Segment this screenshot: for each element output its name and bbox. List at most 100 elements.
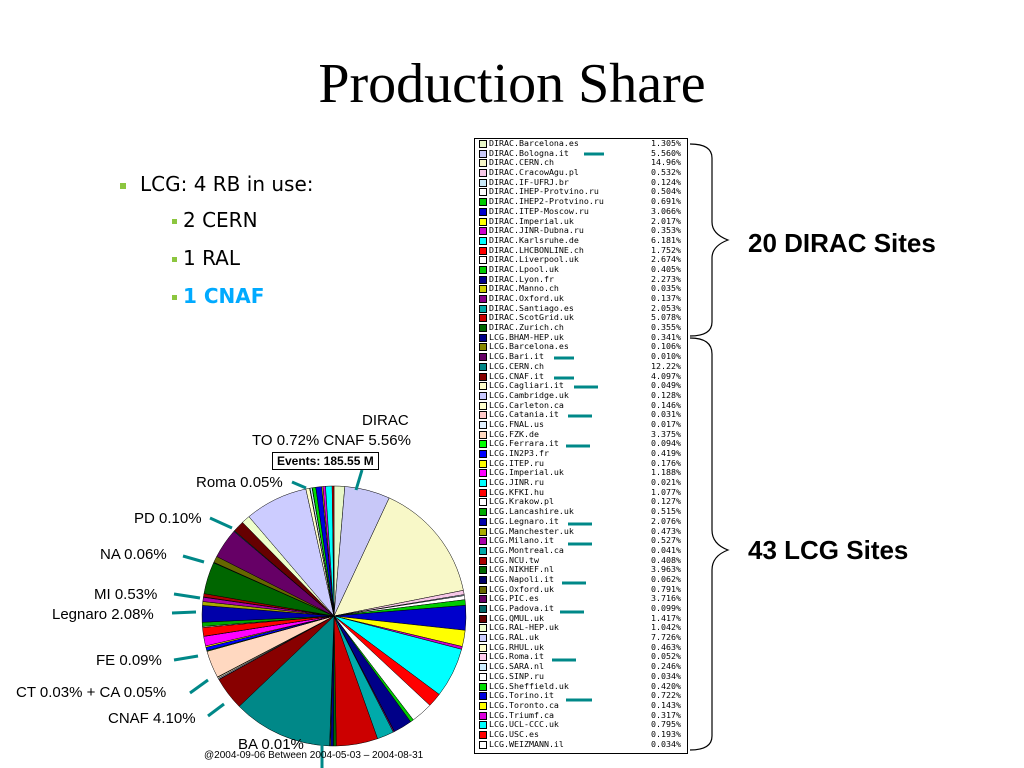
- legend-percent: 0.124%: [651, 176, 681, 187]
- legend-row: LCG.Krakow.pl 0.127%: [475, 497, 687, 507]
- legend-row: DIRAC.Zurich.ch 0.355%: [475, 322, 687, 333]
- legend-percent: 0.355%: [651, 322, 681, 333]
- legend-swatch: [479, 605, 487, 613]
- legend-row: DIRAC.Manno.ch 0.035%: [475, 284, 687, 294]
- legend-swatch: [479, 256, 487, 265]
- legend-swatch: [479, 546, 487, 555]
- legend-row: LCG.QMUL.uk 1.417%: [475, 612, 687, 624]
- legend-row: LCG.RHUL.uk 0.463%: [475, 642, 687, 653]
- legend-swatch: [479, 653, 487, 662]
- legend-site-name: DIRAC.Santiago.es: [489, 302, 574, 313]
- legend-swatch: [479, 207, 487, 216]
- legend-percent: 1.305%: [651, 138, 681, 148]
- legend-swatch: [479, 672, 487, 681]
- legend-site-name: DIRAC.ITEP-Moscow.ru: [489, 205, 589, 216]
- legend-site-name: LCG.Cambridge.uk: [489, 389, 569, 400]
- legend-row: DIRAC.Imperial.uk 2.017%: [475, 216, 687, 227]
- legend-row: LCG.Toronto.ca 0.143%: [475, 700, 687, 711]
- pie-arrow: [189, 678, 209, 695]
- page-title: Production Share: [318, 53, 706, 115]
- bullet-item-text: 1 CNAF: [183, 284, 265, 308]
- legend-site-name: LCG.FZK.de: [489, 428, 539, 439]
- legend-site-name: DIRAC.Lyon.fr: [489, 273, 554, 284]
- legend-swatch: [479, 469, 487, 478]
- dirac-brace: [689, 143, 730, 337]
- legend-row: LCG.RAL-HEP.uk 1.042%: [475, 623, 687, 633]
- legend-swatch: [479, 198, 487, 207]
- legend-swatch: [479, 430, 487, 439]
- legend-row: LCG.FZK.de 3.375%: [475, 428, 687, 440]
- pie-arrow: [182, 554, 205, 564]
- legend-swatch: [479, 382, 487, 391]
- legend-row: DIRAC.IF-UFRJ.br 0.124%: [475, 176, 687, 188]
- lcg-sites-label: 43 LCG Sites: [748, 535, 909, 565]
- legend-site-name: LCG.WEIZMANN.il: [489, 738, 564, 749]
- legend-percent: 4.097%: [651, 370, 681, 381]
- legend-swatch: [479, 711, 487, 720]
- legend-site-name: DIRAC.IHEP-Protvino.ru: [489, 186, 599, 197]
- legend-row: LCG.USC.es 0.193%: [475, 728, 687, 740]
- legend-row: LCG.BHAM-HEP.uk 0.341%: [475, 331, 687, 343]
- legend-percent: 0.473%: [651, 525, 681, 536]
- legend-site-name: LCG.PIC.es: [489, 593, 539, 604]
- legend-swatch: [479, 285, 487, 294]
- legend-site-name: LCG.Barcelona.es: [489, 341, 569, 352]
- legend-swatch: [479, 730, 487, 739]
- legend-percent: 0.193%: [651, 728, 681, 739]
- legend-row: LCG.Catania.it 0.031%: [475, 410, 687, 420]
- legend-site-name: DIRAC.Manno.ch: [489, 283, 559, 294]
- legend-swatch: [479, 440, 487, 449]
- legend-swatch: [479, 585, 487, 594]
- legend-row: LCG.ITEP.ru 0.176%: [475, 457, 687, 469]
- legend-site-name: LCG.Oxford.uk: [489, 583, 554, 594]
- legend-percent: 0.146%: [651, 399, 681, 410]
- legend-swatch: [479, 624, 487, 633]
- legend-swatch: [479, 353, 487, 362]
- legend-percent: 0.010%: [651, 351, 681, 362]
- bullet-icon: [172, 257, 177, 262]
- legend-site-name: DIRAC.Liverpool.uk: [489, 254, 579, 265]
- legend-row: LCG.NCU.tw 0.408%: [475, 555, 687, 566]
- legend-percent: 0.419%: [651, 448, 681, 458]
- legend-row: LCG.Barcelona.es 0.106%: [475, 342, 687, 352]
- pie-label-legnaro: Legnaro 2.08%: [52, 606, 154, 623]
- legend-percent: 0.515%: [651, 506, 681, 517]
- legend-percent: 0.049%: [651, 380, 681, 391]
- legend-row: LCG.JINR.ru 0.021%: [475, 477, 687, 488]
- legend-row: DIRAC.IHEP2-Protvino.ru 0.691%: [475, 196, 687, 207]
- legend-site-name: LCG.Catania.it: [489, 409, 559, 420]
- legend-percent: 14.96%: [651, 157, 681, 168]
- legend-site-name: LCG.Imperial.uk: [489, 467, 564, 478]
- bullet-icon: [172, 295, 177, 300]
- legend-percent: 0.317%: [651, 709, 681, 720]
- legend-percent: 0.420%: [651, 680, 681, 691]
- legend-percent: 0.031%: [651, 409, 681, 420]
- legend-row: DIRAC.Barcelona.es 1.305%: [475, 138, 687, 149]
- legend-row: DIRAC.IHEP-Protvino.ru 0.504%: [475, 187, 687, 197]
- pie-arrow: [209, 516, 233, 530]
- chart-legend: DIRAC.Barcelona.es 1.305% DIRAC.Bologna.it…: [474, 138, 688, 754]
- legend-site-name: LCG.BHAM-HEP.uk: [489, 331, 564, 342]
- legend-swatch: [479, 595, 487, 604]
- legend-site-name: LCG.SINP.ru: [489, 670, 544, 681]
- legend-percent: 0.722%: [651, 690, 681, 701]
- legend-site-name: LCG.ITEP.ru: [489, 457, 544, 468]
- legend-percent: 0.099%: [651, 603, 681, 613]
- legend-site-name: DIRAC.Barcelona.es: [489, 138, 579, 148]
- legend-row: LCG.Roma.it 0.052%: [475, 652, 687, 662]
- legend-swatch: [479, 236, 487, 245]
- legend-site-name: LCG.QMUL.uk: [489, 612, 544, 623]
- legend-site-name: DIRAC.Zurich.ch: [489, 322, 564, 333]
- legend-percent: 0.021%: [651, 477, 681, 488]
- legend-swatch: [479, 295, 487, 303]
- legend-swatch: [479, 159, 487, 168]
- legend-swatch: [479, 391, 487, 400]
- legend-site-name: LCG.Lancashire.uk: [489, 506, 574, 517]
- legend-site-name: LCG.UCL-CCC.uk: [489, 719, 559, 730]
- legend-percent: 0.034%: [651, 670, 681, 681]
- legend-site-name: LCG.Krakow.pl: [489, 496, 554, 507]
- pie-arrow: [171, 610, 197, 615]
- legend-percent: 0.532%: [651, 167, 681, 178]
- legend-swatch: [479, 663, 487, 672]
